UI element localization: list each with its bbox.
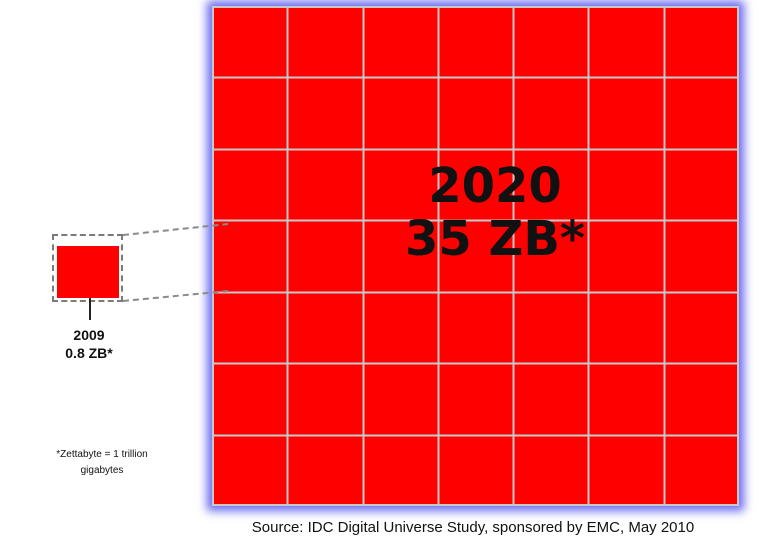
big-value-label: 35 ZB* (405, 210, 585, 267)
footnote-line-2: gigabytes (80, 465, 124, 476)
grid-border (212, 6, 739, 506)
big-block-fill (212, 6, 739, 506)
grid-lines (212, 6, 739, 506)
small-block (57, 246, 119, 298)
small-block-label: 2009 0.8 ZB* (40, 326, 138, 362)
source-caption: Source: IDC Digital Universe Study, spon… (251, 519, 695, 536)
big-year-label: 2020 (428, 158, 562, 214)
big-block-grid (212, 6, 739, 506)
big-block-label: 2020 35 ZB* (370, 160, 620, 266)
footnote-line-1: *Zettabyte = 1 trillion (56, 449, 148, 460)
small-year-label: 2009 (73, 327, 105, 343)
small-block-frame (52, 234, 123, 302)
zettabyte-footnote: *Zettabyte = 1 trillion gigabytes (22, 447, 182, 479)
small-block-pointer (89, 298, 91, 320)
small-value-label: 0.8 ZB* (65, 345, 113, 361)
